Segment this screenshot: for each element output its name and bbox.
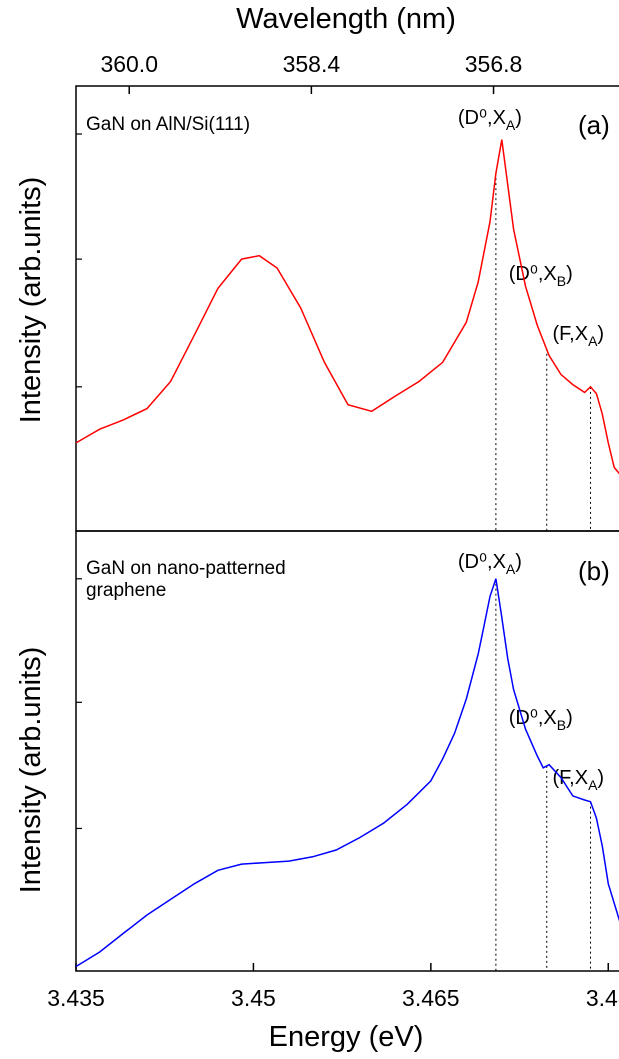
- top-tick-label: 360.0: [100, 51, 158, 77]
- bottom-tick-label: 3.45: [231, 985, 276, 1011]
- panel-a-peak-markers: (D⁰,XA) (D⁰,XB) (F,XA): [458, 107, 604, 531]
- panel-a-letter: (a): [578, 110, 610, 140]
- peak-label: (F,XA): [553, 323, 605, 349]
- panel-b-frame: [75, 530, 619, 972]
- peak-label: (D⁰,XB): [509, 263, 573, 289]
- panel-b-sample-line-1: GaN on nano-patterned: [86, 558, 286, 579]
- panel-b-y-ticks: [76, 578, 82, 830]
- y-axis-title-b: Intensity (arb.units): [15, 647, 47, 894]
- peak-label: (D⁰,XA): [458, 551, 522, 577]
- bottom-tick-label: 3.465: [402, 985, 460, 1011]
- bottom-tick-label: 3.48: [586, 985, 619, 1011]
- peak-label: (D⁰,XB): [509, 707, 573, 733]
- top-tick-label: 358.4: [283, 51, 341, 77]
- panel-b-letter: (b): [578, 556, 610, 586]
- top-tick-label: 356.8: [465, 51, 523, 77]
- panel-b: GaN on nano-patterned graphene (b) (D⁰,X…: [75, 530, 619, 972]
- panel-b-peak-markers: (D⁰,XA) (D⁰,XB) (F,XA): [458, 551, 604, 971]
- panel-a-y-ticks: [76, 133, 82, 388]
- bottom-axis-ticks: 3.435 3.45 3.465 3.48: [47, 963, 619, 1011]
- top-axis-ticks: 360.0 358.4 356.8: [100, 51, 522, 94]
- y-axis-title-a: Intensity (arb.units): [15, 177, 47, 424]
- panel-a-frame: [75, 85, 619, 532]
- panel-a-series-line: [75, 139, 619, 475]
- panel-b-sample-line-2: graphene: [86, 580, 166, 601]
- bottom-tick-label: 3.435: [47, 985, 105, 1011]
- top-axis-title: Wavelength (nm): [236, 3, 456, 35]
- panel-b-series-line: [75, 578, 619, 968]
- panel-a-sample-label: GaN on AlN/Si(111): [86, 114, 250, 135]
- bottom-axis-title: Energy (eV): [269, 1021, 424, 1053]
- panel-b-sample-label: GaN on nano-patterned graphene: [86, 558, 291, 601]
- peak-label: (F,XA): [553, 767, 605, 793]
- panel-a: GaN on AlN/Si(111) (a) (D⁰,XA) (D⁰,XB) (F,…: [75, 85, 619, 532]
- peak-label: (D⁰,XA): [458, 107, 522, 133]
